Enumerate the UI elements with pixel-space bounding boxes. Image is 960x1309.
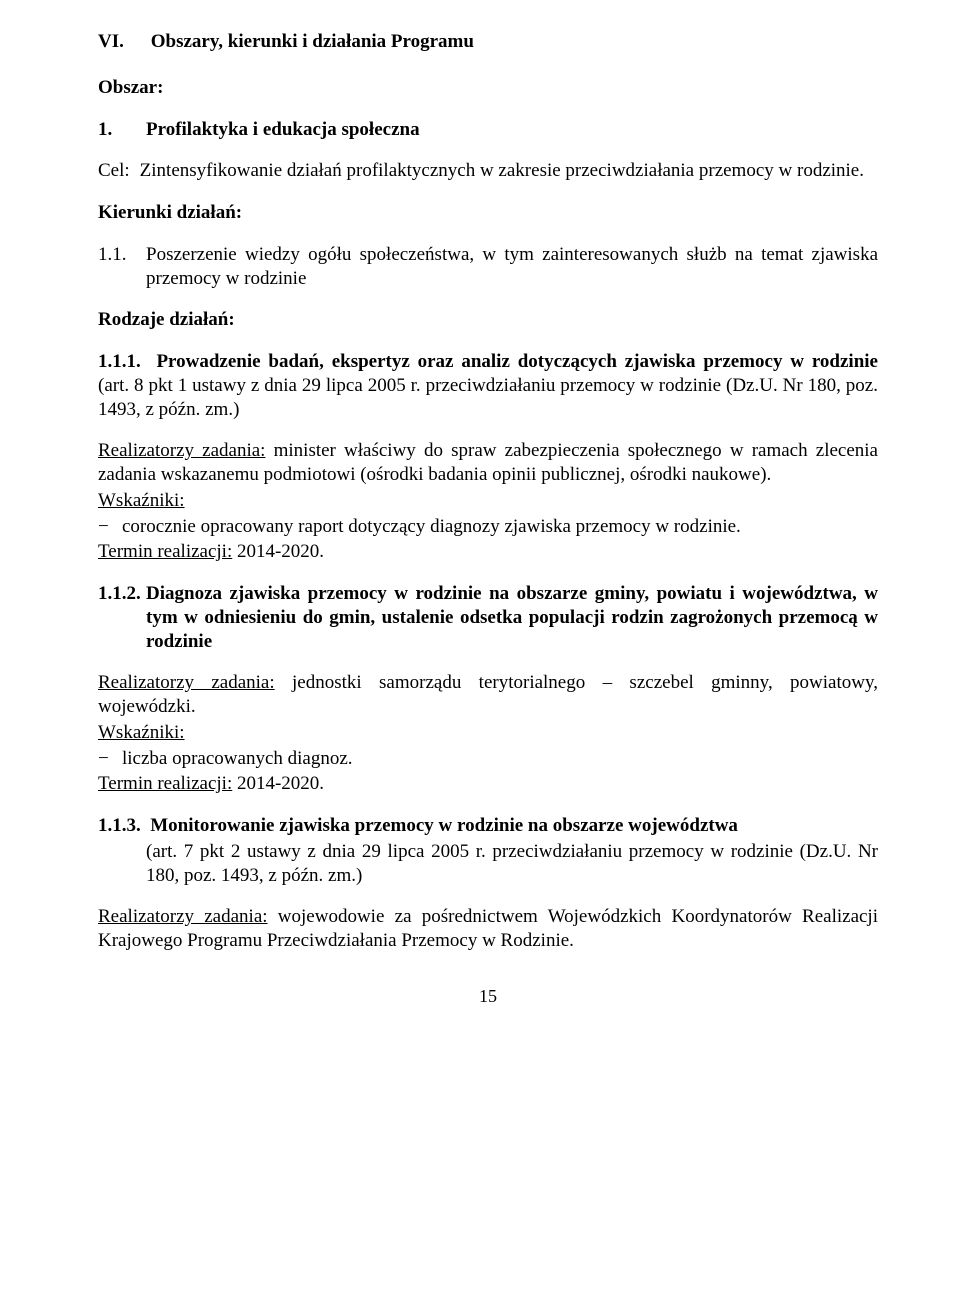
item-1-1-3-head: 1.1.3. Monitorowanie zjawiska przemocy w… [98,814,878,838]
obszar-label: Obszar: [98,76,878,100]
item-1-1-1-ref: (art. 8 pkt 1 ustawy z dnia 29 lipca 200… [98,375,878,420]
item-1-1-2-termin: Termin realizacji: 2014-2020. [98,772,878,796]
realizatorzy-label: Realizatorzy zadania: [98,440,265,461]
item-1-1-3-num: 1.1.3. [98,815,141,836]
item-1-1-1-wskaznik: − corocznie opracowany raport dotyczący … [98,515,878,539]
item-1-1-3-realizatorzy: Realizatorzy zadania: wojewodowie za poś… [98,905,878,953]
cel-paragraph: Cel: Zintensyfikowanie działań profilakt… [98,159,878,183]
item-1-1-1: 1.1.1. Prowadzenie badań, ekspertyz oraz… [98,350,878,421]
termin-label-1: Termin realizacji: [98,541,232,562]
item-1-1-1-realizatorzy: Realizatorzy zadania: minister właściwy … [98,439,878,487]
item-1-1-2-num: 1.1.2. [98,582,146,653]
page-number: 15 [98,985,878,1008]
section-title: Obszary, kierunki i działania Programu [151,31,474,52]
item-1-1-2: 1.1.2. Diagnoza zjawiska przemocy w rodz… [98,582,878,653]
item-1-1-2-realizatorzy: Realizatorzy zadania: jednostki samorząd… [98,671,878,719]
section-1-num: 1. [98,118,146,142]
realizatorzy-label-2: Realizatorzy zadania: [98,672,275,693]
dash-icon: − [98,515,122,539]
termin-val-2: 2014-2020. [232,773,324,794]
item-1-1-2-bold: Diagnoza zjawiska przemocy w rodzinie na… [146,582,878,653]
section-heading: VI. Obszary, kierunki i działania Progra… [98,30,878,54]
termin-val-1: 2014-2020. [232,541,324,562]
item-1-1-1-wsk-text: corocznie opracowany raport dotyczący di… [122,515,878,539]
kierunek-1-1: 1.1. Poszerzenie wiedzy ogółu społeczeńs… [98,243,878,291]
item-1-1-3-ref: (art. 7 pkt 2 ustawy z dnia 29 lipca 200… [98,840,878,888]
rodzaje-label: Rodzaje działań: [98,308,878,332]
section-1-heading: 1.Profilaktyka i edukacja społeczna [98,118,878,142]
roman-numeral: VI. [98,30,146,54]
kierunek-1-1-text: Poszerzenie wiedzy ogółu społeczeństwa, … [146,243,878,291]
wskazniki-label-2: Wskaźniki: [98,721,878,745]
termin-label-2: Termin realizacji: [98,773,232,794]
item-1-1-3-bold: Monitorowanie zjawiska przemocy w rodzin… [150,815,738,836]
kierunki-label: Kierunki działań: [98,201,878,225]
item-1-1-1-bold: Prowadzenie badań, ekspertyz oraz analiz… [156,351,878,372]
wskazniki-label-1: Wskaźniki: [98,489,878,513]
item-1-1-2-wsk-text: liczba opracowanych diagnoz. [122,747,878,771]
kierunek-1-1-num: 1.1. [98,243,146,291]
cel-text: Zintensyfikowanie działań profilaktyczny… [140,159,878,183]
section-1-title: Profilaktyka i edukacja społeczna [146,119,420,140]
item-1-1-1-termin: Termin realizacji: 2014-2020. [98,540,878,564]
realizatorzy-label-3: Realizatorzy zadania: [98,906,268,927]
cel-label: Cel: [98,159,140,183]
item-1-1-2-wskaznik: − liczba opracowanych diagnoz. [98,747,878,771]
item-1-1-1-num: 1.1.1. [98,351,141,372]
dash-icon: − [98,747,122,771]
